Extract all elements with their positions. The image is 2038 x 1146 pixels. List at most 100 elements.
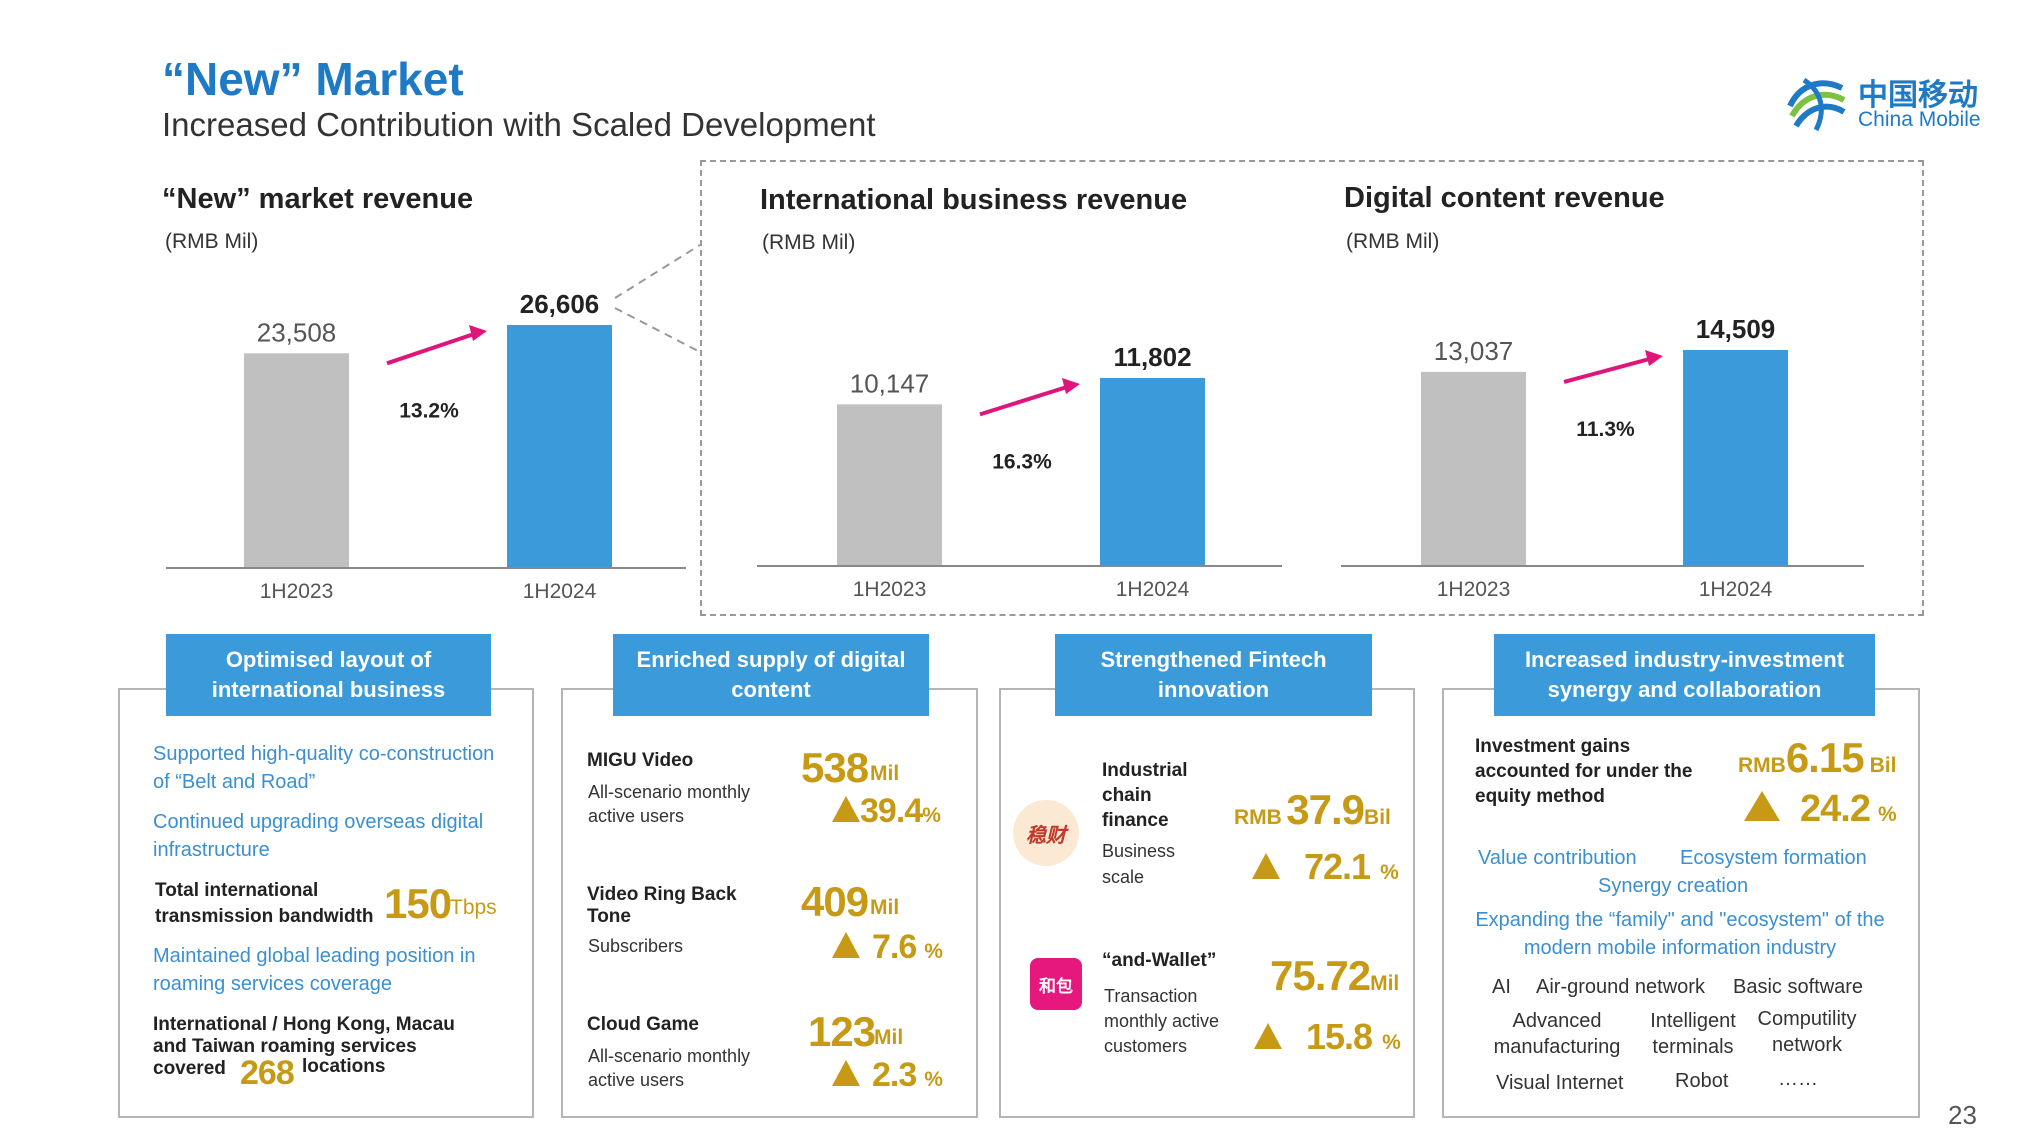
fintech-prefix-0: RMB [1234, 806, 1282, 829]
content-item-name-2: Cloud Game [587, 1014, 699, 1035]
invest-value: RMB6.15 Bil [1738, 734, 1896, 782]
content-growth-pct-1: % [924, 940, 943, 963]
bar-value-label-0-0: 23,508 [257, 317, 337, 347]
fintech-value-1: 75.72Mil [1270, 952, 1399, 1000]
tab-international: Optimised layout of international busine… [166, 634, 491, 716]
detail-dashed-box [700, 160, 1924, 616]
intl-line-belt-road: Supported high-quality co-construction o… [153, 743, 495, 793]
up-triangle-icon [832, 932, 860, 958]
invest-tag-7: Robot [1675, 1070, 1729, 1092]
fintech-item-unit-1: Mil [1370, 972, 1400, 995]
up-triangle-icon [832, 1060, 860, 1086]
intl-roaming-unit: locations [302, 1056, 386, 1077]
content-item-unit-1: Mil [870, 896, 900, 919]
up-triangle-icon [1744, 791, 1780, 821]
fintech-growth-pct-0: % [1380, 861, 1399, 884]
zoom-connector-bottom [614, 307, 701, 353]
bar-value-label-2-1: 14,509 [1696, 314, 1776, 344]
up-triangle-icon [1252, 853, 1280, 879]
invest-growth-value: 24.2 [1800, 788, 1871, 830]
bar-value-label-1-0: 10,147 [850, 368, 930, 398]
invest-tag-5: Computility network [1757, 1008, 1857, 1056]
content-growth-value-1: 7.6 [872, 928, 917, 966]
category-label-1-0: 1H2023 [853, 578, 927, 601]
fintech-item-name-0: Industrial chain finance [1102, 760, 1188, 831]
and-wallet-logo-text: 和包 [1039, 976, 1073, 996]
fintech-item-value-0: 37.9 [1286, 786, 1365, 833]
category-label-0-1: 1H2024 [523, 580, 597, 603]
invest-value-number: 6.15 [1785, 734, 1865, 781]
intl-bandwidth-label: Total international transmission bandwid… [155, 880, 374, 927]
intl-roaming-label: International / Hong Kong, Macau and Tai… [153, 1014, 455, 1079]
tab-fintech: Strengthened Fintech innovation [1055, 634, 1372, 716]
content-item-desc-2: All-scenario monthly active users [588, 1046, 751, 1090]
invest-tag-4: Intelligent terminals [1650, 1010, 1736, 1058]
zoom-connector-top [614, 244, 701, 299]
intl-bandwidth-unit: Tbps [450, 896, 497, 919]
growth-arrow-2 [1563, 356, 1654, 384]
category-label-2-0: 1H2023 [1437, 578, 1511, 601]
and-wallet-logo-icon: 和包 [1030, 958, 1082, 1010]
content-item-desc-1: Subscribers [588, 936, 684, 956]
invest-value-unit: Bil [1869, 754, 1897, 777]
bar-2-0 [1421, 371, 1526, 566]
content-growth-value-0: 39.4 [860, 792, 923, 830]
chart-title-new-market: “New” market revenue [162, 183, 474, 215]
intl-line-infrastructure: Continued upgrading overseas digital inf… [153, 811, 484, 861]
growth-label-0: 13.2% [399, 399, 459, 422]
page-title: “New” Market [162, 53, 464, 105]
bar-1-1 [1100, 378, 1205, 566]
bar-2-1 [1683, 350, 1788, 566]
up-triangle-icon [1254, 1023, 1282, 1049]
content-growth-pct-2: % [924, 1068, 943, 1091]
invest-kw-value: Value contribution [1478, 847, 1637, 869]
tab-digital-content: Enriched supply of digital content [613, 634, 929, 716]
growth-arrowhead-icon-2 [1645, 350, 1663, 366]
fintech-growth-pct-1: % [1382, 1031, 1401, 1054]
page-subtitle: Increased Contribution with Scaled Devel… [162, 106, 876, 143]
growth-label-2: 11.3% [1576, 418, 1635, 441]
content-growth-value-2: 2.3 [872, 1056, 917, 1094]
invest-tag-6: Visual Internet [1496, 1072, 1624, 1094]
bar-0-1 [507, 325, 612, 568]
charts-canvas: 23,508 1H2023 26,606 1H2024 13.2% 10,147 1H202… [166, 244, 1864, 603]
growth-arrowhead-icon-1 [1062, 378, 1080, 394]
content-item-desc-0: All-scenario monthly active users [588, 782, 751, 826]
content-item-value-1: 409 [801, 878, 869, 925]
chart-unit-international: (RMB Mil) [762, 231, 856, 254]
fintech-value-0: RMB 37.9Bil [1234, 786, 1391, 834]
content-item-name-1: Video Ring Back Tone [587, 884, 737, 927]
content-growth-0: 39.4% [832, 792, 941, 831]
content-item-unit-2: Mil [874, 1026, 904, 1049]
fintech-growth-value-0: 72.1 [1304, 846, 1371, 887]
content-item-value-2: 123 [808, 1008, 876, 1055]
growth-label-1: 16.3% [992, 450, 1052, 473]
fintech-item-name-1: “and-Wallet” [1102, 950, 1217, 971]
chart-title-digital-content: Digital content revenue [1344, 182, 1665, 214]
invest-kw-synergy: Synergy creation [1598, 875, 1749, 897]
category-label-0-0: 1H2023 [260, 580, 334, 603]
logo-en-text: China Mobile [1858, 108, 1981, 131]
bar-0-0 [244, 353, 349, 568]
fintech-growth-0: 72.1% [1252, 846, 1399, 888]
invest-prefix: RMB [1738, 754, 1786, 777]
invest-growth: 24.2% [1744, 788, 1897, 831]
invest-tag-3: Advanced manufacturing [1493, 1010, 1621, 1058]
content-growth-pct-0: % [922, 804, 941, 827]
up-triangle-icon [832, 796, 860, 822]
wencai-logo-text: 稳财 [1026, 824, 1066, 847]
invest-tag-0: AI [1492, 976, 1511, 998]
chart-unit-digital-content: (RMB Mil) [1346, 230, 1440, 253]
content-item-value-0: 538 [801, 744, 869, 791]
content-item-unit-0: Mil [870, 762, 900, 785]
bar-value-label-2-0: 13,037 [1434, 336, 1514, 366]
content-item-name-0: MIGU Video [587, 750, 694, 771]
china-mobile-logo: 中国移动 China Mobile [1782, 66, 2022, 146]
tab-industry-investment: Increased industry-investment synergy an… [1494, 634, 1875, 716]
fintech-item-desc-1: Transaction monthly active customers [1104, 986, 1220, 1056]
invest-tag-2: Basic software [1733, 976, 1864, 998]
content-growth-2: 2.3% [832, 1056, 943, 1095]
invest-tag-1: Air-ground network [1536, 976, 1705, 998]
category-label-1-1: 1H2024 [1116, 578, 1190, 601]
chart-title-international: International business revenue [760, 184, 1188, 216]
